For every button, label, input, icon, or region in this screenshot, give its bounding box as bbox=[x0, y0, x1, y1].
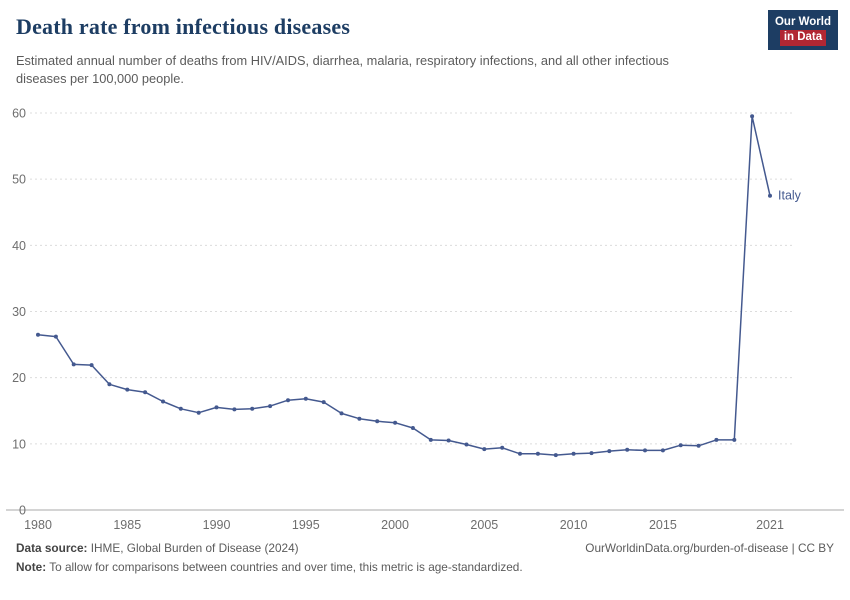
data-point bbox=[161, 399, 165, 404]
data-point bbox=[660, 448, 665, 453]
x-tick-label: 1980 bbox=[24, 518, 52, 532]
data-point bbox=[375, 419, 380, 424]
chart-footer: Data source: IHME, Global Burden of Dise… bbox=[16, 541, 834, 574]
series-end-label: Italy bbox=[778, 189, 802, 203]
data-point bbox=[125, 387, 130, 392]
x-tick-label: 1990 bbox=[203, 518, 231, 532]
y-tick-label: 60 bbox=[12, 107, 26, 121]
data-point bbox=[268, 404, 273, 409]
x-tick-label: 1985 bbox=[113, 518, 141, 532]
x-tick-label: 2021 bbox=[756, 518, 784, 532]
data-point bbox=[410, 426, 415, 430]
data-point bbox=[232, 407, 237, 412]
x-tick-label: 2010 bbox=[560, 518, 588, 532]
data-point bbox=[768, 193, 772, 198]
y-tick-label: 20 bbox=[12, 371, 26, 385]
y-tick-label: 0 bbox=[19, 504, 26, 518]
x-tick-label: 1995 bbox=[292, 518, 320, 532]
x-tick-label: 2005 bbox=[470, 518, 498, 532]
chart-note: Note: To allow for comparisons between c… bbox=[16, 560, 834, 574]
logo-text-bottom: in Data bbox=[779, 30, 827, 46]
data-point bbox=[678, 443, 683, 448]
data-point bbox=[535, 451, 540, 456]
data-point bbox=[214, 405, 219, 410]
data-point bbox=[643, 448, 647, 453]
data-point bbox=[71, 362, 76, 367]
y-tick-label: 50 bbox=[12, 173, 26, 187]
data-point bbox=[393, 420, 398, 425]
data-source-text: IHME, Global Burden of Disease (2024) bbox=[87, 541, 299, 555]
owid-logo[interactable]: Our World in Data bbox=[767, 10, 838, 50]
chart-subtitle: Estimated annual number of deaths from H… bbox=[16, 53, 669, 87]
data-point bbox=[357, 416, 362, 421]
data-point bbox=[89, 363, 94, 368]
data-point bbox=[321, 400, 326, 405]
data-point bbox=[196, 410, 201, 415]
data-point bbox=[732, 437, 737, 442]
chart-title: Death rate from infectious diseases bbox=[16, 14, 351, 39]
note-text: To allow for comparisons between countri… bbox=[46, 560, 523, 574]
data-point bbox=[107, 382, 112, 387]
data-point bbox=[750, 114, 755, 119]
x-tick-label: 2015 bbox=[649, 518, 677, 532]
data-point bbox=[607, 449, 612, 454]
y-tick-label: 10 bbox=[12, 437, 26, 451]
series-line bbox=[37, 115, 771, 456]
data-point bbox=[303, 396, 308, 401]
data-point bbox=[482, 447, 487, 452]
data-point bbox=[143, 390, 148, 395]
data-point bbox=[696, 443, 701, 448]
data-point bbox=[178, 406, 183, 411]
data-point bbox=[714, 437, 719, 442]
owid-url-link[interactable]: OurWorldinData.org/burden-of-disease | C… bbox=[585, 541, 834, 555]
data-point bbox=[464, 442, 469, 447]
data-point bbox=[500, 445, 505, 450]
data-source: Data source: IHME, Global Burden of Dise… bbox=[16, 541, 299, 555]
data-point bbox=[339, 411, 344, 416]
chart-svg: 0 10 20 30 40 50 60 1980 1985 1990 1995 2000 2005 201… bbox=[6, 107, 844, 532]
data-point bbox=[589, 451, 594, 456]
y-tick-label: 40 bbox=[12, 239, 26, 253]
data-point bbox=[286, 398, 290, 403]
logo-text-top: Our World bbox=[774, 16, 831, 28]
data-point bbox=[36, 332, 40, 337]
data-point bbox=[553, 453, 558, 458]
data-source-label: Data source: bbox=[16, 541, 88, 555]
data-point bbox=[428, 437, 433, 442]
data-point bbox=[571, 451, 576, 456]
x-tick-label: 2000 bbox=[381, 518, 409, 532]
data-point bbox=[625, 447, 630, 452]
data-point bbox=[518, 451, 522, 456]
data-point bbox=[250, 406, 255, 411]
data-point bbox=[446, 438, 451, 443]
note-label: Note: bbox=[16, 560, 47, 574]
y-tick-label: 30 bbox=[12, 305, 26, 319]
data-point bbox=[53, 334, 58, 339]
